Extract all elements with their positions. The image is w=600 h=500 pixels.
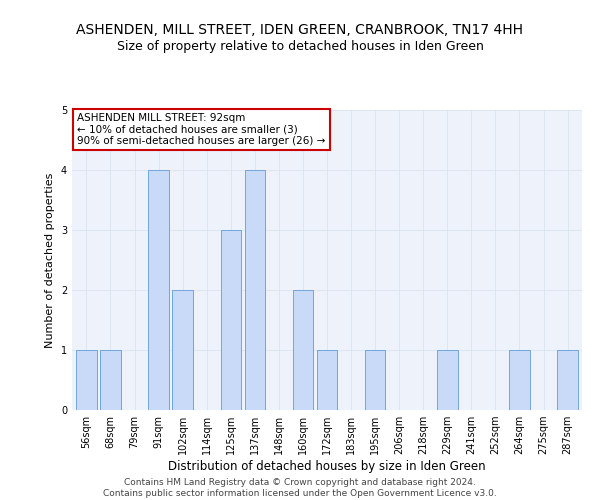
Text: ASHENDEN MILL STREET: 92sqm
← 10% of detached houses are smaller (3)
90% of semi: ASHENDEN MILL STREET: 92sqm ← 10% of det…	[77, 113, 325, 146]
Bar	[76, 350, 97, 410]
Text: Contains HM Land Registry data © Crown copyright and database right 2024.
Contai: Contains HM Land Registry data © Crown c…	[103, 478, 497, 498]
Text: ASHENDEN, MILL STREET, IDEN GREEN, CRANBROOK, TN17 4HH: ASHENDEN, MILL STREET, IDEN GREEN, CRANB…	[77, 22, 523, 36]
Bar	[293, 290, 313, 410]
Bar	[245, 170, 265, 410]
X-axis label: Distribution of detached houses by size in Iden Green: Distribution of detached houses by size …	[168, 460, 486, 473]
Bar	[557, 350, 578, 410]
Bar	[221, 230, 241, 410]
Bar	[100, 350, 121, 410]
Bar	[365, 350, 385, 410]
Text: Size of property relative to detached houses in Iden Green: Size of property relative to detached ho…	[116, 40, 484, 53]
Bar	[437, 350, 458, 410]
Bar	[148, 170, 169, 410]
Bar	[317, 350, 337, 410]
Y-axis label: Number of detached properties: Number of detached properties	[46, 172, 55, 348]
Bar	[509, 350, 530, 410]
Bar	[172, 290, 193, 410]
